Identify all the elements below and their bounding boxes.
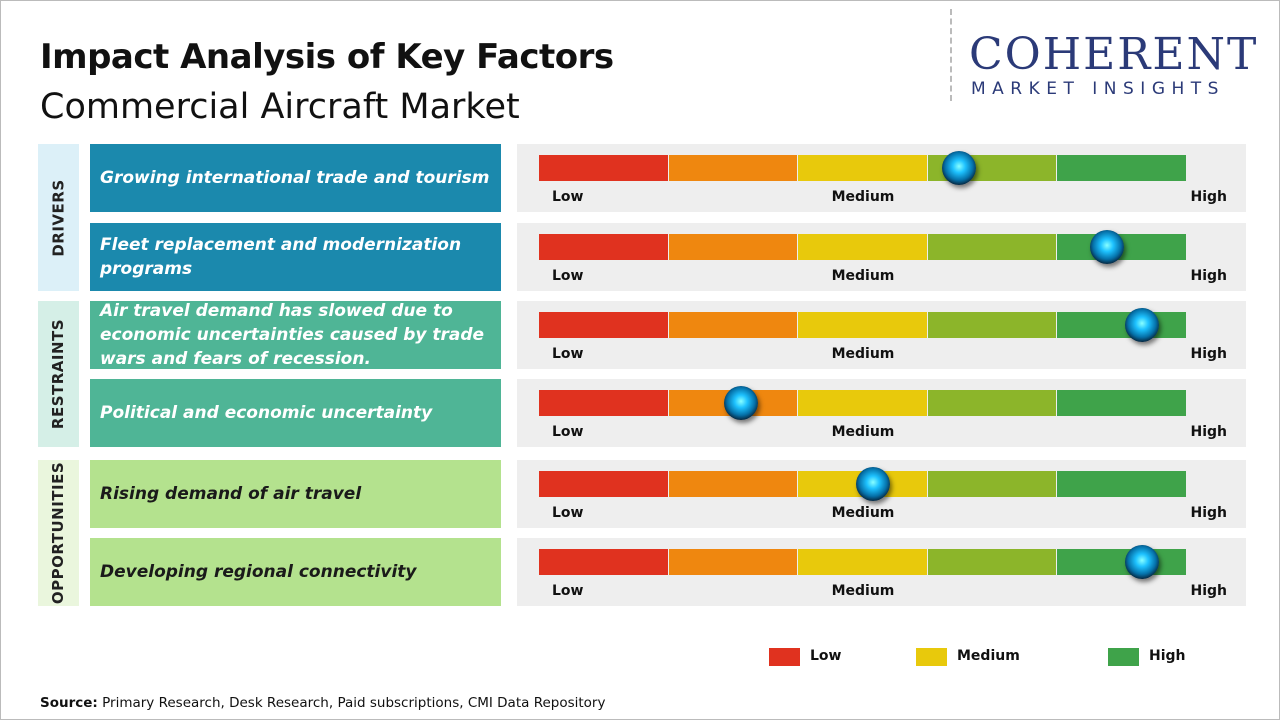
impact-knob xyxy=(941,151,976,185)
legend-label: Medium xyxy=(957,648,1020,664)
title: Impact Analysis of Key Factors xyxy=(40,37,614,77)
factor-text: Developing regional connectivity xyxy=(90,538,501,606)
group-label: OPPORTUNITIES xyxy=(38,460,79,606)
divider xyxy=(950,9,952,101)
gauge-segment xyxy=(1057,471,1186,497)
impact-knob xyxy=(1124,545,1159,579)
gauge-segment xyxy=(668,234,798,260)
impact-knob xyxy=(724,386,759,420)
scale-label: Medium xyxy=(831,424,895,440)
scale-label: Medium xyxy=(831,505,895,521)
legend-swatch xyxy=(769,648,800,666)
gauge-segment xyxy=(927,471,1057,497)
scale-label: High xyxy=(1190,189,1227,205)
scale-label: Medium xyxy=(831,189,895,205)
gauge-segment xyxy=(927,390,1057,416)
factor-text: Growing international trade and tourism xyxy=(90,144,501,212)
scale-label: Medium xyxy=(831,346,895,362)
legend-swatch xyxy=(1108,648,1139,666)
scale-label: Low xyxy=(552,583,584,599)
scale-label: High xyxy=(1190,346,1227,362)
group-name: DRIVERS xyxy=(49,178,68,257)
scale-label: Low xyxy=(552,505,584,521)
factor-text: Air travel demand has slowed due to econ… xyxy=(90,301,501,369)
scale-label: Medium xyxy=(831,268,895,284)
gauge-segment xyxy=(539,155,668,181)
subtitle: Commercial Aircraft Market xyxy=(40,87,520,127)
factor-text: Rising demand of air travel xyxy=(90,460,501,528)
gauge-segment xyxy=(798,549,927,575)
gauge-segment xyxy=(798,155,927,181)
source-text: Primary Research, Desk Research, Paid su… xyxy=(102,695,606,711)
logo-tagline: MARKET INSIGHTS xyxy=(971,79,1225,99)
gauge-segment xyxy=(927,312,1057,338)
gauge-segment xyxy=(1057,312,1186,338)
group-name: RESTRAINTS xyxy=(49,318,68,430)
gauge-segment xyxy=(539,471,668,497)
gauge-segment xyxy=(539,549,668,575)
group-name: OPPORTUNITIES xyxy=(49,461,68,605)
gauge-segment xyxy=(539,390,668,416)
legend-label: Low xyxy=(810,648,842,664)
scale-label: High xyxy=(1190,268,1227,284)
source: Source: Primary Research, Desk Research,… xyxy=(40,695,605,711)
gauge-segment xyxy=(927,549,1057,575)
group-label: RESTRAINTS xyxy=(38,301,79,447)
scale-label: High xyxy=(1190,505,1227,521)
impact-knob xyxy=(1089,230,1124,264)
gauge-segment xyxy=(539,312,668,338)
gauge-segment xyxy=(668,155,798,181)
scale-label: Medium xyxy=(831,583,895,599)
gauge-segment xyxy=(927,234,1057,260)
gauge-segment xyxy=(798,390,927,416)
legend-label: High xyxy=(1149,648,1186,664)
gauge-segment xyxy=(1057,549,1186,575)
impact-knob xyxy=(856,467,891,501)
gauge-segment xyxy=(798,312,927,338)
gauge-segment xyxy=(668,549,798,575)
gauge-segment xyxy=(668,471,798,497)
gauge-segment xyxy=(668,312,798,338)
factor-text: Political and economic uncertainty xyxy=(90,379,501,447)
scale-label: Low xyxy=(552,268,584,284)
scale-label: Low xyxy=(552,346,584,362)
scale-label: High xyxy=(1190,424,1227,440)
scale-label: High xyxy=(1190,583,1227,599)
scale-label: Low xyxy=(552,424,584,440)
gauge-segment xyxy=(798,234,927,260)
scale-label: Low xyxy=(552,189,584,205)
gauge-segment xyxy=(539,234,668,260)
gauge-segment xyxy=(1057,155,1186,181)
source-label: Source: xyxy=(40,695,98,711)
group-label: DRIVERS xyxy=(38,144,79,291)
legend-swatch xyxy=(916,648,947,666)
impact-knob xyxy=(1124,308,1159,342)
factor-text: Fleet replacement and modernization prog… xyxy=(90,223,501,291)
gauge-segment xyxy=(1057,390,1186,416)
logo-name: COHERENT xyxy=(969,29,1259,80)
